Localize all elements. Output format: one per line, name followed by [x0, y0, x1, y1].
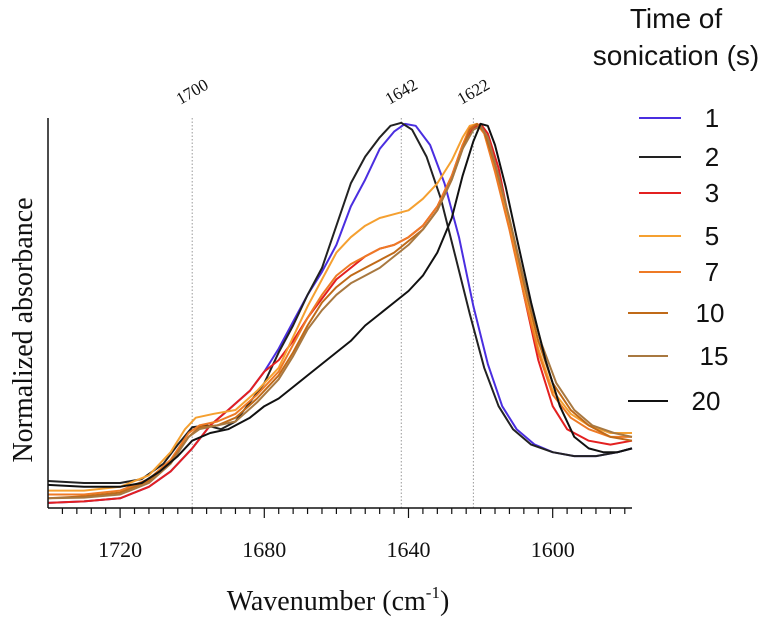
- legend-label-7: 7: [705, 257, 719, 287]
- legend-title-line2: sonication (s): [593, 40, 760, 71]
- legend-label-2: 2: [705, 142, 719, 172]
- series-lines: [47, 121, 633, 504]
- x-axis-label-tail: ): [440, 586, 449, 617]
- reference-label-1700: 1700: [173, 75, 212, 108]
- series-line-1: [47, 122, 633, 504]
- series-line-2: [47, 121, 633, 484]
- legend: Time of sonication (s) 1 2 3 5 7 10 15 20: [593, 3, 760, 416]
- series-line-15: [47, 124, 633, 500]
- x-tick-label: 1600: [531, 537, 575, 562]
- legend-label-5: 5: [705, 221, 719, 251]
- legend-label-3: 3: [705, 178, 719, 208]
- reference-lines: [191, 118, 474, 508]
- series-line-10: [47, 122, 633, 500]
- y-axis-label: Normalized absorbance: [8, 197, 39, 462]
- x-axis-label-main: Wavenumber (cm: [227, 586, 426, 617]
- series-line-5: [48, 122, 632, 492]
- x-axis-label: Wavenumber (cm-1): [227, 583, 450, 617]
- x-axis-label-sup: -1: [426, 583, 440, 602]
- x-tick-label: 1640: [386, 537, 430, 562]
- x-tick-label: 1680: [242, 537, 286, 562]
- legend-label-1: 1: [705, 103, 719, 133]
- series-line-20: [47, 122, 633, 488]
- series-line-3: [47, 122, 633, 504]
- x-tick-labels: 1720 1680 1640 1600: [98, 537, 575, 562]
- legend-label-10: 10: [696, 298, 725, 328]
- legend-items: 1 2 3 5 7 10 15 20: [628, 103, 728, 416]
- legend-label-20: 20: [692, 386, 721, 416]
- reference-labels: 1700 1642 1622: [173, 75, 493, 108]
- legend-label-15: 15: [700, 341, 729, 371]
- x-tick-label: 1720: [98, 537, 142, 562]
- legend-title-line1: Time of: [630, 3, 723, 34]
- axes: [47, 118, 632, 518]
- reference-label-1642: 1642: [382, 75, 421, 108]
- series-line-7: [48, 122, 632, 496]
- reference-label-1622: 1622: [454, 75, 493, 108]
